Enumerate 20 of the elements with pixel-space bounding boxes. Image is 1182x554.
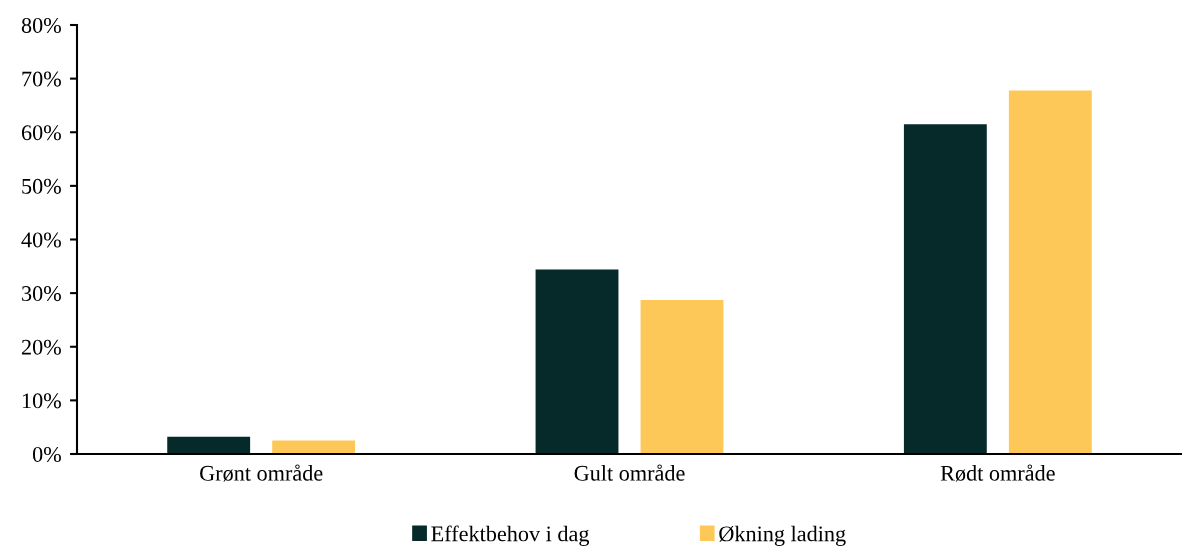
bar: [167, 436, 251, 454]
y-tick-label: 80%: [21, 17, 61, 33]
y-tick-label: 30%: [22, 286, 61, 302]
bar: [640, 300, 724, 454]
y-tick-label: 20%: [21, 339, 61, 355]
legend-label: Effektbehov i dag: [431, 525, 590, 546]
x-tick-label: Rødt område: [940, 464, 1055, 482]
bar: [903, 124, 987, 454]
y-tick-label: 40%: [21, 232, 61, 248]
bar: [272, 440, 356, 454]
y-tick-label: 70%: [22, 71, 61, 87]
y-tick-label: 50%: [22, 178, 61, 194]
y-tick-label: 0%: [32, 446, 61, 462]
y-tick-label: 60%: [21, 125, 61, 141]
x-tick-label: Gult område: [574, 464, 685, 481]
y-tick-label: 10%: [22, 393, 61, 409]
bar: [535, 269, 619, 454]
x-tick-label: Grønt område: [200, 464, 323, 482]
bar: [1008, 90, 1092, 454]
legend-label: Økning lading: [719, 525, 846, 546]
